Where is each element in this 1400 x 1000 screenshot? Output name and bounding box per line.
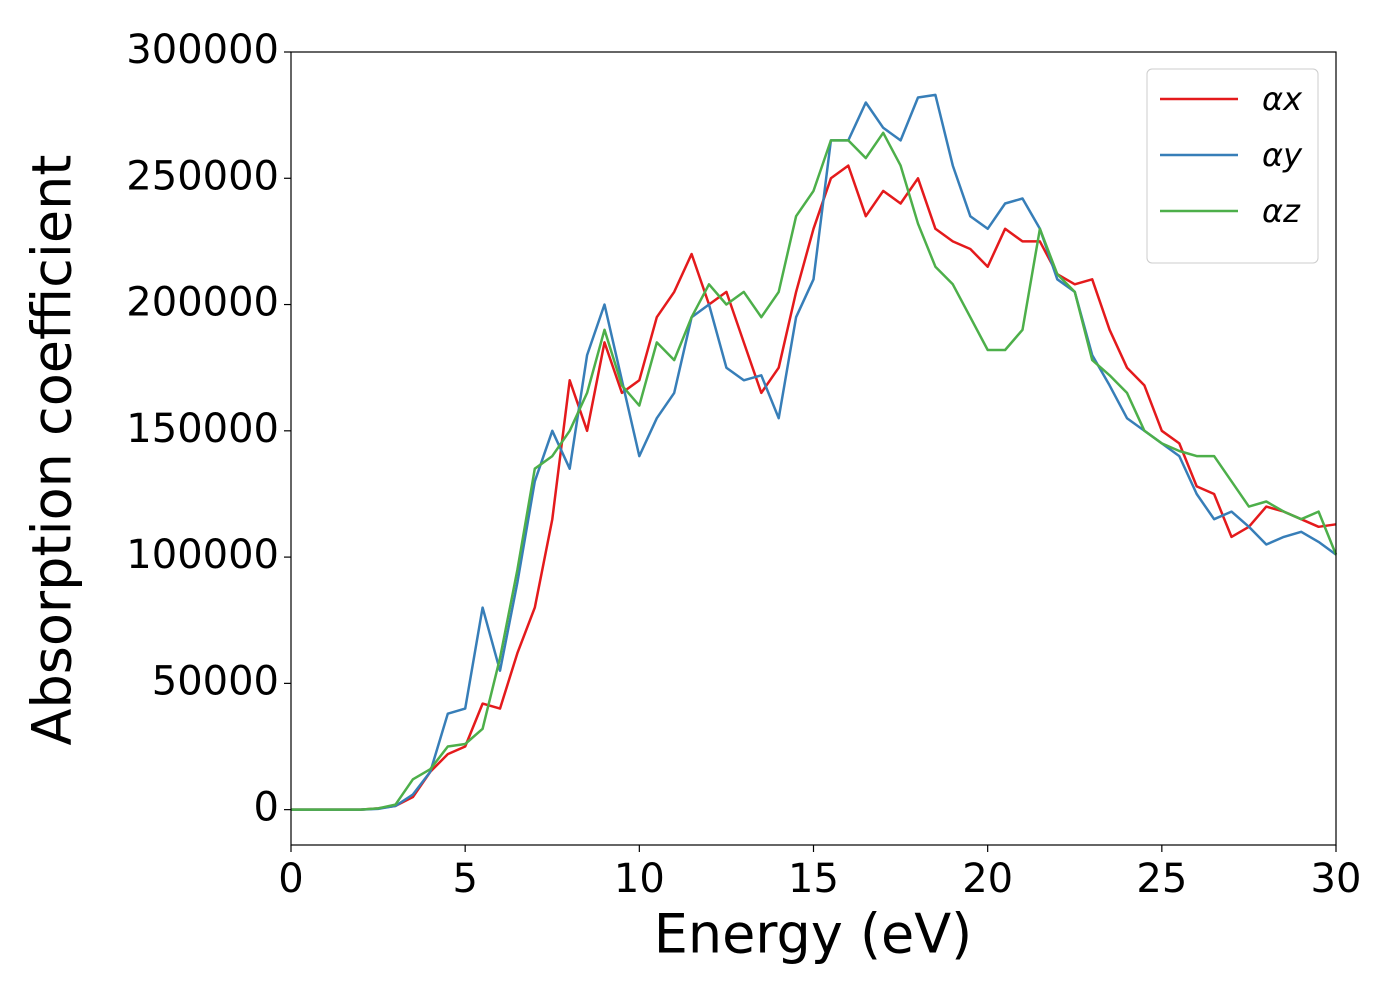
legend-label: αx bbox=[1262, 80, 1303, 118]
data-line bbox=[291, 164, 1337, 811]
y-tick-label: 300000 bbox=[126, 27, 279, 73]
y-tick-label: 200000 bbox=[126, 280, 279, 326]
x-tick-label: 5 bbox=[452, 856, 477, 902]
x-tick-label: 30 bbox=[1311, 856, 1362, 902]
x-tick-label: 15 bbox=[788, 856, 839, 902]
x-tick-label: 25 bbox=[1136, 856, 1187, 902]
y-tick-label: 0 bbox=[254, 785, 279, 831]
y-tick-label: 250000 bbox=[126, 153, 279, 199]
legend-label: αz bbox=[1262, 192, 1301, 230]
x-tick-label: 20 bbox=[962, 856, 1013, 902]
y-tick-label: 150000 bbox=[126, 406, 279, 452]
x-axis-label: Energy (eV) bbox=[654, 903, 973, 966]
legend-box bbox=[1146, 68, 1319, 264]
legend-label: αy bbox=[1262, 136, 1303, 174]
y-tick-label: 100000 bbox=[126, 532, 279, 578]
x-tick-label: 10 bbox=[614, 856, 665, 902]
y-tick-label: 50000 bbox=[152, 658, 279, 704]
y-axis-label: Absorption coefficient bbox=[21, 155, 84, 746]
x-tick-label: 0 bbox=[278, 856, 303, 902]
legend: αx αy αz bbox=[1146, 68, 1319, 264]
data-line bbox=[291, 131, 1338, 811]
plot-frame bbox=[290, 51, 1337, 846]
